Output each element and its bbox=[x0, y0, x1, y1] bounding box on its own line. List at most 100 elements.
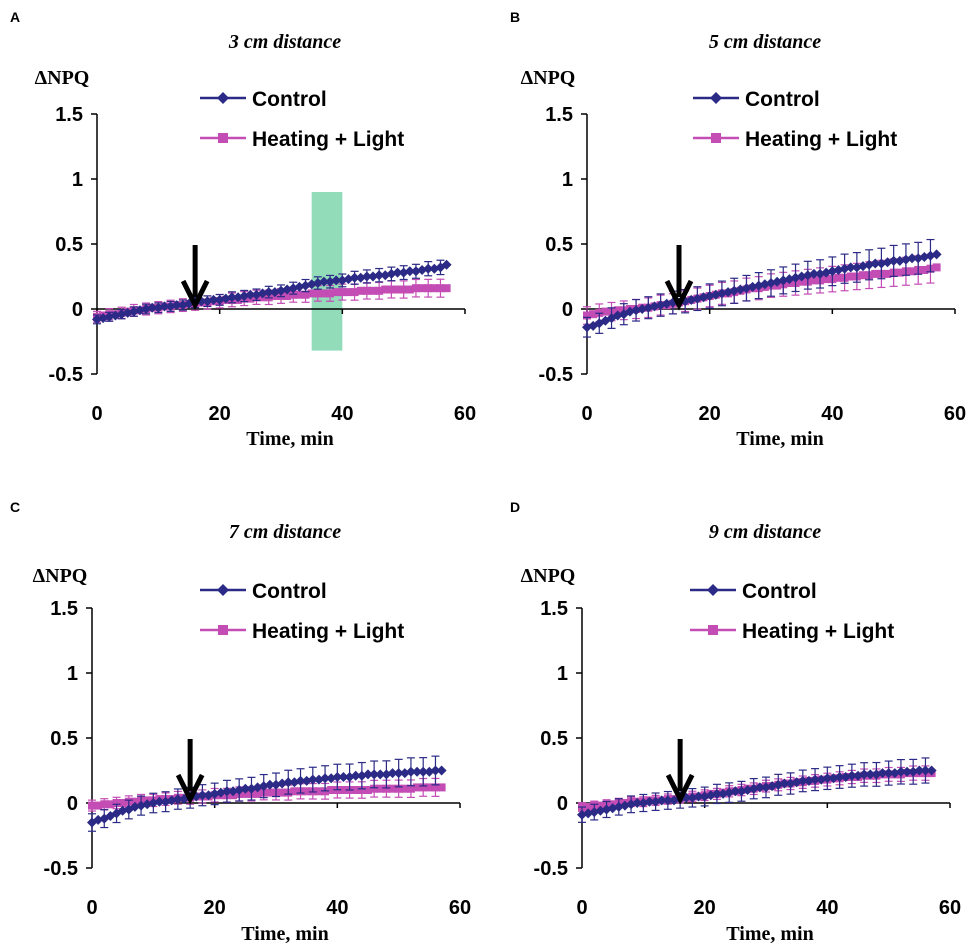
data-point bbox=[632, 798, 643, 808]
legend: Control Heating + Light bbox=[690, 580, 894, 643]
down-arrow bbox=[175, 739, 205, 805]
legend-marker-heating bbox=[711, 133, 721, 143]
legend-marker-control bbox=[217, 584, 229, 596]
x-tick-label: 60 bbox=[944, 403, 966, 425]
data-point bbox=[374, 270, 385, 281]
data-point bbox=[375, 286, 384, 295]
data-point bbox=[147, 302, 158, 313]
y-tick-label: 0.5 bbox=[50, 728, 78, 750]
data-point bbox=[399, 285, 408, 294]
x-tick-label: 20 bbox=[699, 403, 721, 425]
data-point bbox=[589, 310, 598, 319]
data-point bbox=[596, 801, 605, 810]
y-tick-label: 0 bbox=[72, 299, 83, 321]
panel-B: B 5 cm distance ΔNPQ -0.5 0 0.5 1 1.5 0 20 40 60 Tim… bbox=[510, 9, 966, 450]
y-axis-label: ΔNPQ bbox=[35, 67, 90, 89]
y-tick-label: 0 bbox=[557, 793, 568, 815]
data-point bbox=[711, 788, 722, 799]
data-point bbox=[172, 794, 183, 805]
legend-label-control: Control bbox=[742, 580, 817, 603]
panel-title: 7 cm distance bbox=[229, 521, 341, 543]
data-point bbox=[656, 795, 667, 806]
panel-A: A 3 cm distance ΔNPQ -0.5 0 0.5 1 1.5 0 20 40 60 Tim… bbox=[10, 9, 476, 450]
data-point bbox=[437, 783, 446, 792]
data-point bbox=[307, 774, 318, 785]
highlight-band bbox=[311, 192, 343, 351]
data-point bbox=[392, 267, 403, 278]
panel-letter: A bbox=[10, 9, 20, 25]
x-axis-label: Time, min bbox=[241, 923, 328, 943]
series-control bbox=[577, 757, 937, 823]
y-tick-label: 1 bbox=[557, 663, 568, 685]
data-point bbox=[362, 286, 371, 295]
legend-marker-heating bbox=[218, 625, 228, 635]
data-point bbox=[388, 784, 397, 793]
data-point bbox=[754, 782, 765, 793]
data-point bbox=[405, 766, 416, 777]
data-point bbox=[369, 769, 380, 780]
legend-label-control: Control bbox=[252, 88, 327, 111]
series-heating-light bbox=[93, 278, 451, 323]
x-tick-label: 40 bbox=[331, 403, 353, 425]
data-point bbox=[394, 784, 403, 793]
y-tick-label: -0.5 bbox=[534, 858, 568, 880]
data-point bbox=[118, 799, 127, 807]
data-point bbox=[442, 284, 451, 293]
x-axis-label: Time, min bbox=[726, 923, 813, 943]
data-point bbox=[431, 783, 440, 792]
y-axis-label: ΔNPQ bbox=[521, 565, 576, 587]
data-point bbox=[197, 790, 208, 801]
y-tick-label: 1.5 bbox=[50, 598, 78, 620]
y-tick-label: 1.5 bbox=[55, 104, 83, 126]
legend-label-control: Control bbox=[252, 580, 327, 603]
x-tick-label: 20 bbox=[694, 897, 716, 919]
data-point bbox=[171, 300, 182, 311]
x-tick-label: 60 bbox=[454, 403, 476, 425]
x-axis-label: Time, min bbox=[736, 428, 823, 450]
data-point bbox=[846, 770, 857, 781]
data-point bbox=[307, 289, 316, 298]
data-point bbox=[94, 801, 103, 810]
y-tick-label: 0 bbox=[67, 793, 78, 815]
data-point bbox=[425, 783, 434, 792]
arrow-head bbox=[665, 773, 695, 805]
data-point bbox=[584, 802, 593, 811]
legend-label-heating: Heating + Light bbox=[252, 620, 404, 643]
data-point bbox=[870, 258, 881, 269]
data-point bbox=[313, 289, 322, 298]
data-point bbox=[834, 273, 843, 282]
data-point bbox=[424, 284, 433, 293]
down-arrow bbox=[664, 245, 694, 311]
panel-letter: C bbox=[10, 499, 20, 515]
data-point bbox=[907, 253, 918, 264]
data-point bbox=[601, 307, 610, 316]
data-point bbox=[154, 796, 165, 807]
data-point bbox=[419, 783, 428, 792]
data-point bbox=[888, 255, 899, 266]
data-point bbox=[350, 770, 361, 781]
legend-marker-control bbox=[710, 92, 722, 104]
series-control bbox=[92, 259, 452, 325]
data-point bbox=[914, 765, 925, 776]
arrow-head bbox=[180, 279, 210, 311]
legend-marker-control bbox=[217, 92, 229, 104]
data-point bbox=[430, 284, 439, 293]
data-point bbox=[295, 290, 304, 299]
y-tick-label: 0.5 bbox=[545, 234, 573, 256]
data-point bbox=[351, 786, 360, 794]
data-point bbox=[112, 799, 121, 807]
data-point bbox=[264, 779, 275, 790]
data-point bbox=[412, 766, 423, 777]
data-point bbox=[920, 266, 929, 274]
data-point bbox=[106, 800, 115, 809]
x-tick-label: 0 bbox=[581, 403, 592, 425]
data-point bbox=[283, 292, 292, 300]
data-point bbox=[895, 268, 904, 277]
data-point bbox=[404, 266, 415, 277]
panel-title: 5 cm distance bbox=[709, 31, 821, 53]
data-point bbox=[122, 307, 133, 318]
arrow-head bbox=[664, 279, 694, 311]
data-point bbox=[208, 294, 219, 305]
x-tick-label: 60 bbox=[939, 897, 961, 919]
data-point bbox=[381, 285, 390, 294]
